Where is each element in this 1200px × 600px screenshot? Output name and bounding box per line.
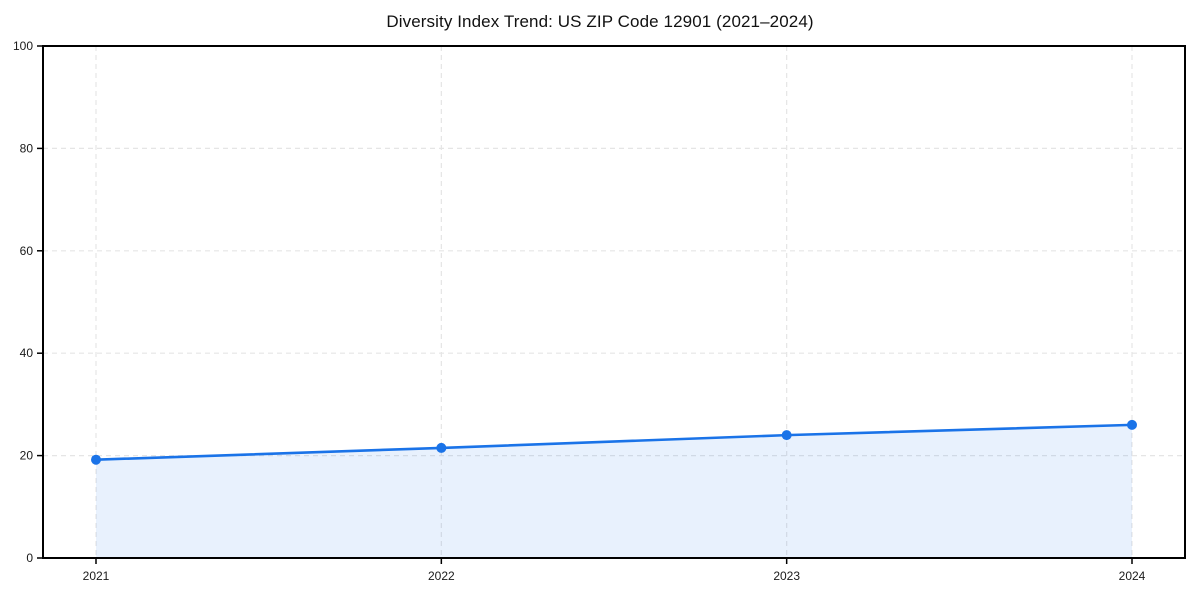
y-tick-label: 60 — [20, 244, 34, 258]
x-tick-label: 2023 — [773, 569, 800, 583]
chart-title: Diversity Index Trend: US ZIP Code 12901… — [386, 12, 814, 31]
y-tick-label: 20 — [20, 449, 34, 463]
y-tick-label: 40 — [20, 346, 34, 360]
data-point — [91, 454, 101, 465]
y-tick-label: 0 — [26, 551, 33, 565]
area-fill — [96, 424, 1132, 558]
y-tick-label: 100 — [13, 39, 33, 53]
data-point — [781, 430, 792, 441]
x-tick-label: 2024 — [1119, 569, 1146, 583]
x-tick-label: 2022 — [428, 569, 455, 583]
data-point — [436, 442, 447, 453]
data-point — [1127, 419, 1137, 430]
axes-box — [42, 45, 1186, 559]
y-tick-label: 80 — [20, 141, 34, 155]
series-line — [94, 423, 1134, 461]
x-tick-label: 2021 — [83, 569, 110, 583]
